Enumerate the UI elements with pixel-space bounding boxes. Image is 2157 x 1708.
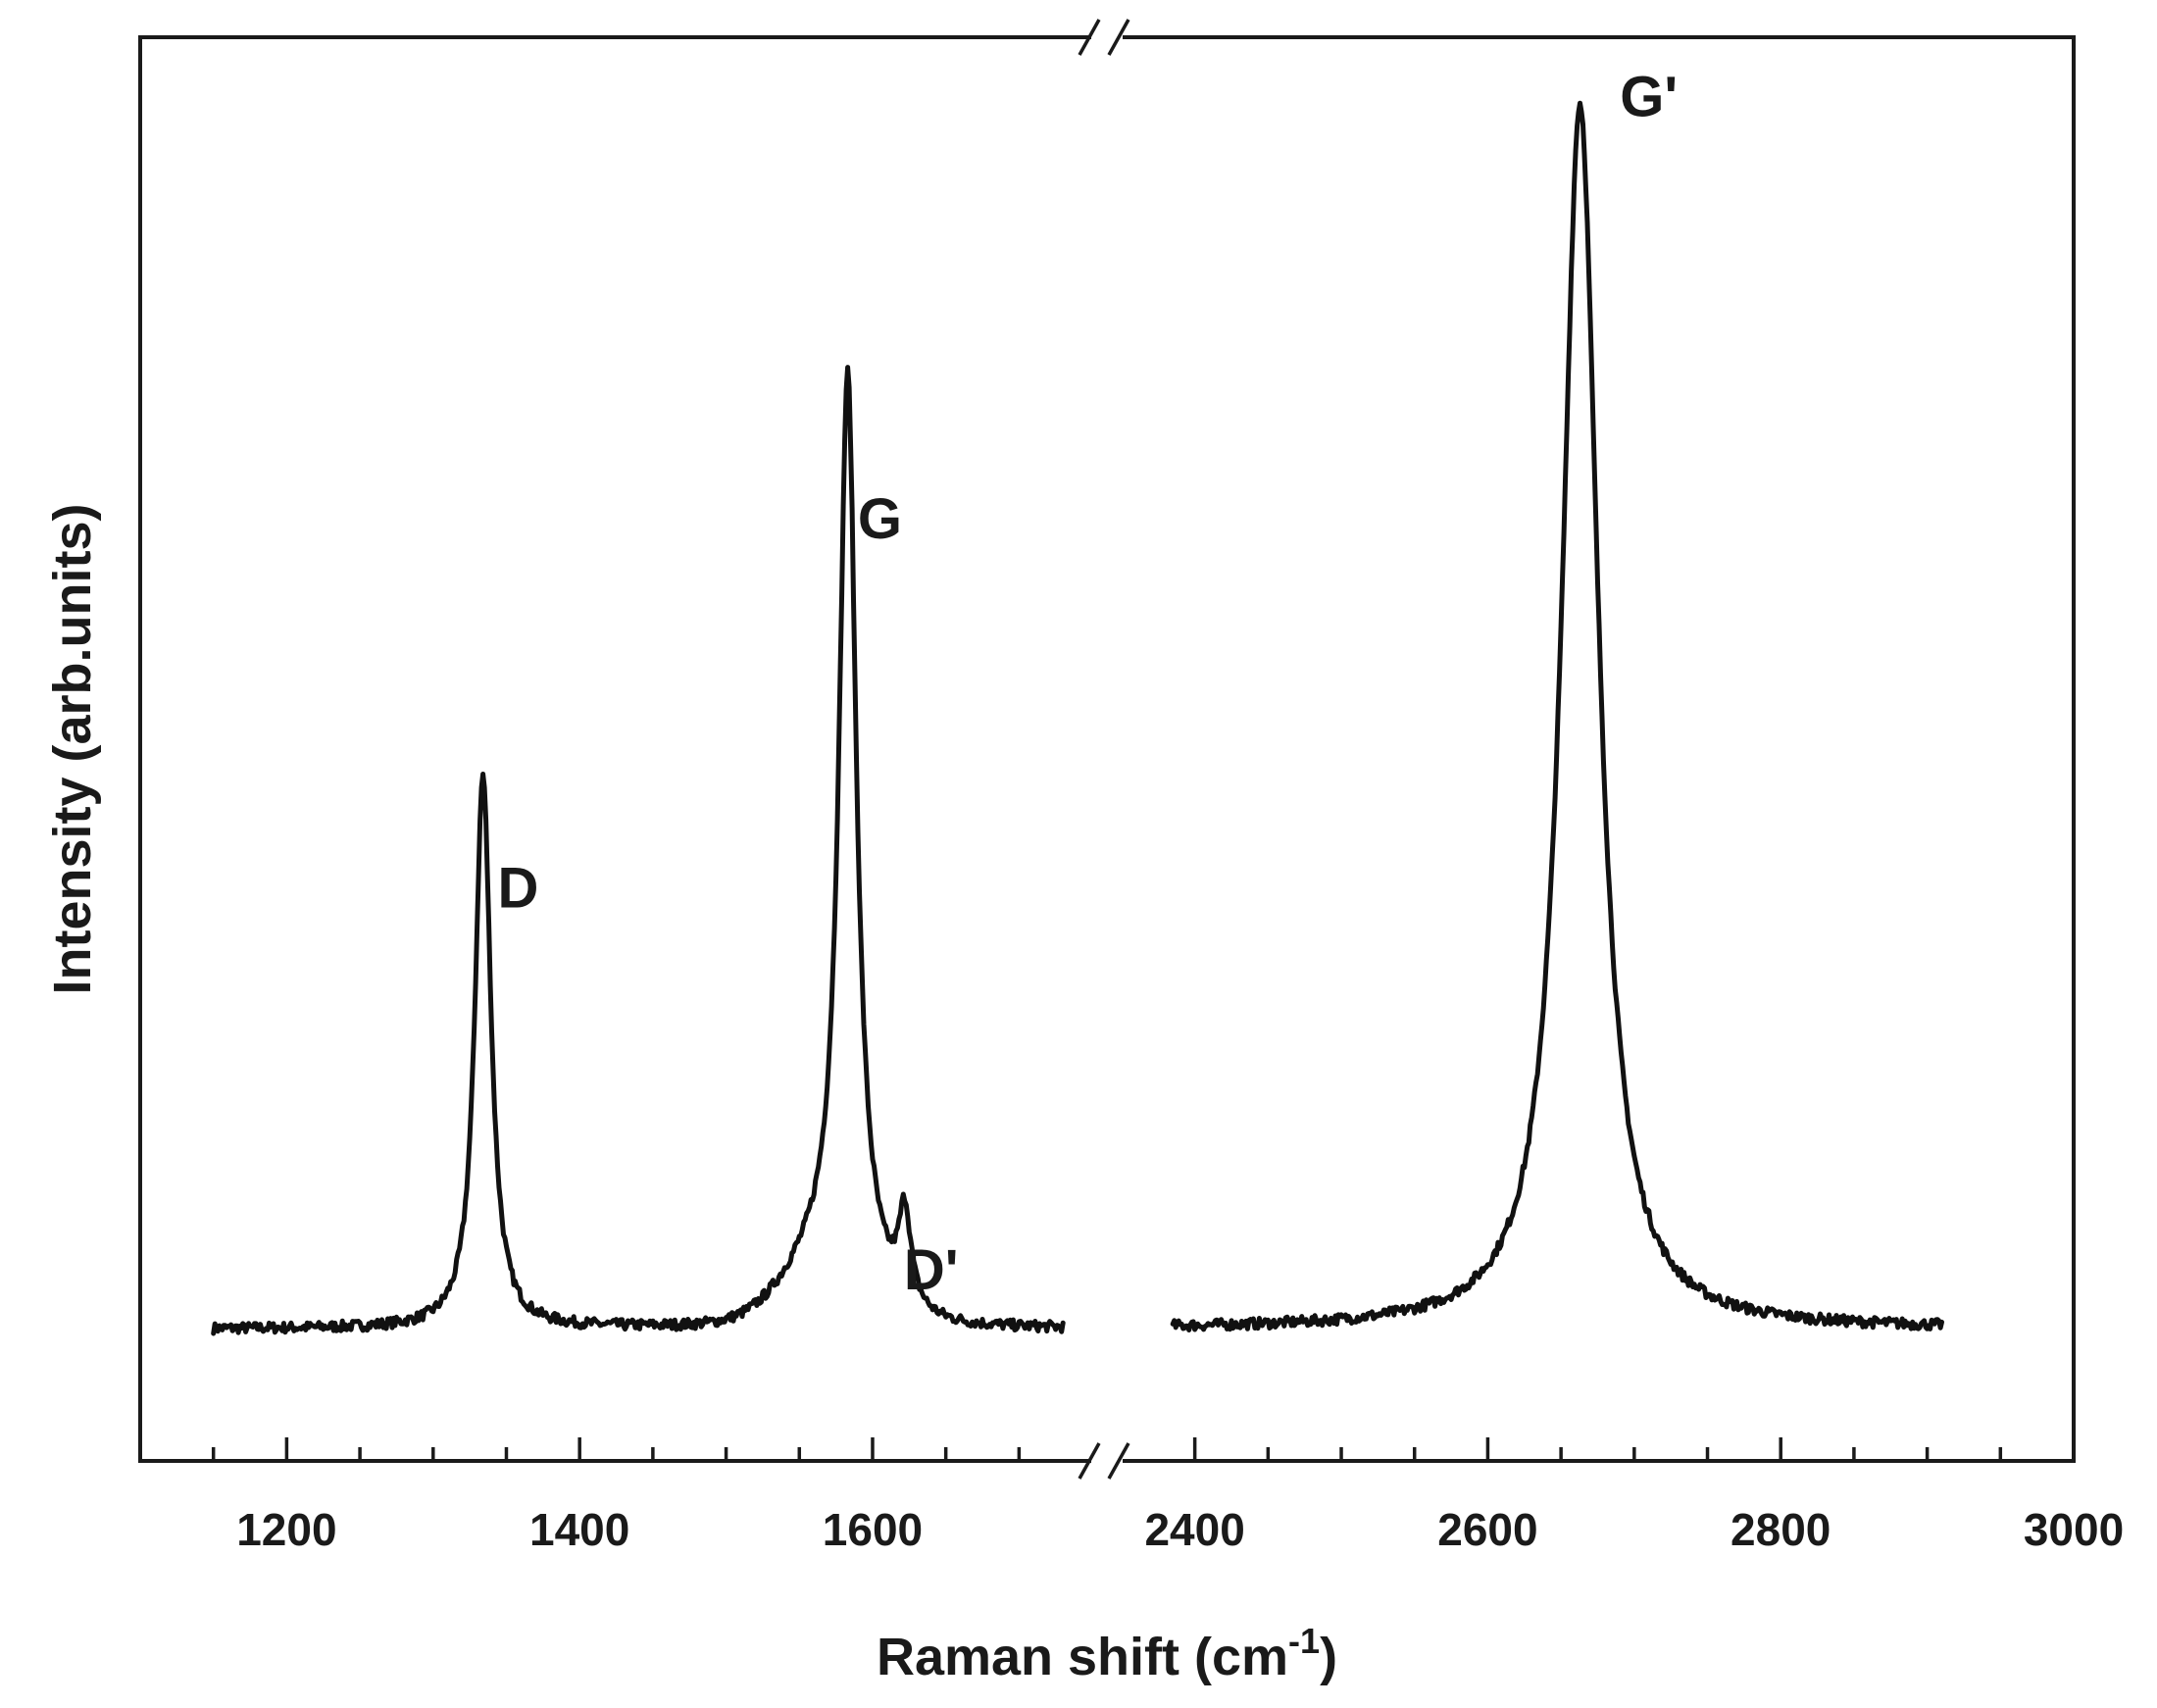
x-axis-ticks [138, 1437, 2003, 1461]
spectrum-lines [211, 100, 1944, 1336]
bottom-axis-break-slash [1078, 1442, 1101, 1480]
peak-label: G' [1620, 66, 1678, 129]
x-tick-label: 1200 [236, 1504, 336, 1555]
y-axis-title: Intensity (arb.units) [43, 503, 102, 994]
x-tick-label: 1400 [529, 1504, 629, 1555]
x-tick-label: 2400 [1144, 1504, 1244, 1555]
x-axis-title: Raman shift (cm-1) [877, 1621, 1337, 1686]
x-axis-title-close: ) [1320, 1628, 1337, 1686]
top-axis-break-slash [1078, 19, 1101, 56]
axis-break-marks [1078, 19, 1130, 1480]
peak-label: D' [904, 1238, 959, 1302]
x-tick-label: 1600 [823, 1504, 923, 1555]
x-tick-label: 2800 [1731, 1504, 1831, 1555]
peak-label: D [497, 856, 538, 920]
spectrum-line-segment [211, 365, 1066, 1336]
peak-labels: D G D' G' [497, 66, 1678, 1303]
bottom-axis-break-slash [1107, 1442, 1130, 1480]
x-tick-labels: 1200 1400 1600 2400 2600 2800 3000 [236, 1504, 2124, 1555]
x-tick-label: 3000 [2024, 1504, 2124, 1555]
top-axis-break-slash [1107, 19, 1130, 56]
peak-label: G [858, 487, 902, 551]
spectrum-line-segment [1170, 100, 1944, 1332]
plot-frame [138, 35, 2076, 1463]
x-tick-label: 2600 [1437, 1504, 1537, 1555]
x-axis-title-text: Raman shift (cm [877, 1628, 1288, 1686]
x-axis-title-superscript: -1 [1288, 1621, 1320, 1661]
